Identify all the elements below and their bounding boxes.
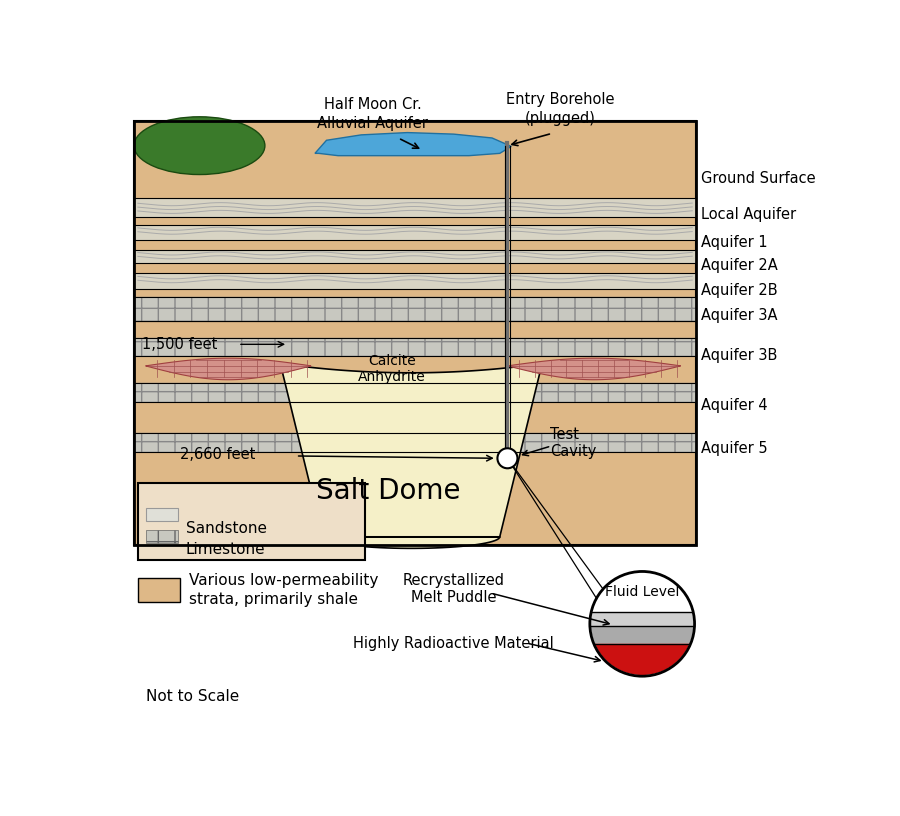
Text: 1,500 feet: 1,500 feet: [141, 337, 217, 352]
Bar: [146, 508, 178, 521]
Bar: [134, 121, 696, 544]
Bar: [134, 322, 696, 338]
Polygon shape: [508, 358, 680, 379]
Text: Half Moon Cr.
Alluvial Aquifer: Half Moon Cr. Alluvial Aquifer: [318, 97, 428, 131]
Text: Aquifer 2A: Aquifer 2A: [701, 259, 778, 273]
Ellipse shape: [134, 117, 265, 175]
Text: Ground Surface: Ground Surface: [701, 171, 816, 186]
Bar: [138, 578, 180, 602]
Polygon shape: [592, 573, 692, 612]
Bar: [134, 338, 696, 356]
Bar: [134, 198, 696, 217]
Polygon shape: [146, 358, 311, 379]
Bar: [134, 225, 696, 241]
Text: Aquifer 3B: Aquifer 3B: [701, 348, 778, 363]
Text: Recrystallized
Melt Puddle: Recrystallized Melt Puddle: [402, 573, 505, 605]
Bar: [134, 296, 696, 322]
Text: Not to Scale: Not to Scale: [146, 690, 238, 704]
Text: Fluid Level: Fluid Level: [605, 585, 680, 600]
Polygon shape: [315, 132, 511, 156]
Text: 2,660 feet: 2,660 feet: [180, 447, 256, 462]
Text: Local Aquifer: Local Aquifer: [701, 207, 796, 223]
Bar: [134, 121, 696, 544]
Text: Sandstone: Sandstone: [185, 521, 266, 536]
Bar: [146, 530, 178, 543]
Text: Salt Dome: Salt Dome: [316, 477, 461, 504]
Text: Aquifer 2B: Aquifer 2B: [701, 283, 778, 298]
Text: Test
Cavity: Test Cavity: [550, 427, 596, 459]
Circle shape: [498, 448, 518, 468]
Text: Limestone: Limestone: [185, 543, 266, 557]
Text: Calcite
Anhydrite: Calcite Anhydrite: [358, 354, 426, 384]
Text: Entry Borehole
(plugged): Entry Borehole (plugged): [506, 92, 614, 126]
Polygon shape: [591, 627, 693, 644]
Text: Aquifer 5: Aquifer 5: [701, 441, 768, 456]
Text: Aquifer 1: Aquifer 1: [701, 235, 768, 251]
Text: Aquifer 3A: Aquifer 3A: [701, 308, 778, 323]
Text: Highly Radioactive Material: Highly Radioactive Material: [353, 636, 554, 650]
Text: Various low-permeability
strata, primarily shale: Various low-permeability strata, primari…: [189, 573, 379, 607]
Bar: [134, 251, 696, 264]
Bar: [134, 432, 696, 452]
Text: Aquifer 4: Aquifer 4: [701, 398, 768, 414]
Bar: [138, 483, 365, 560]
Polygon shape: [280, 364, 542, 548]
Polygon shape: [591, 612, 694, 627]
Bar: [134, 273, 696, 289]
Bar: [134, 383, 696, 402]
Polygon shape: [595, 644, 689, 675]
